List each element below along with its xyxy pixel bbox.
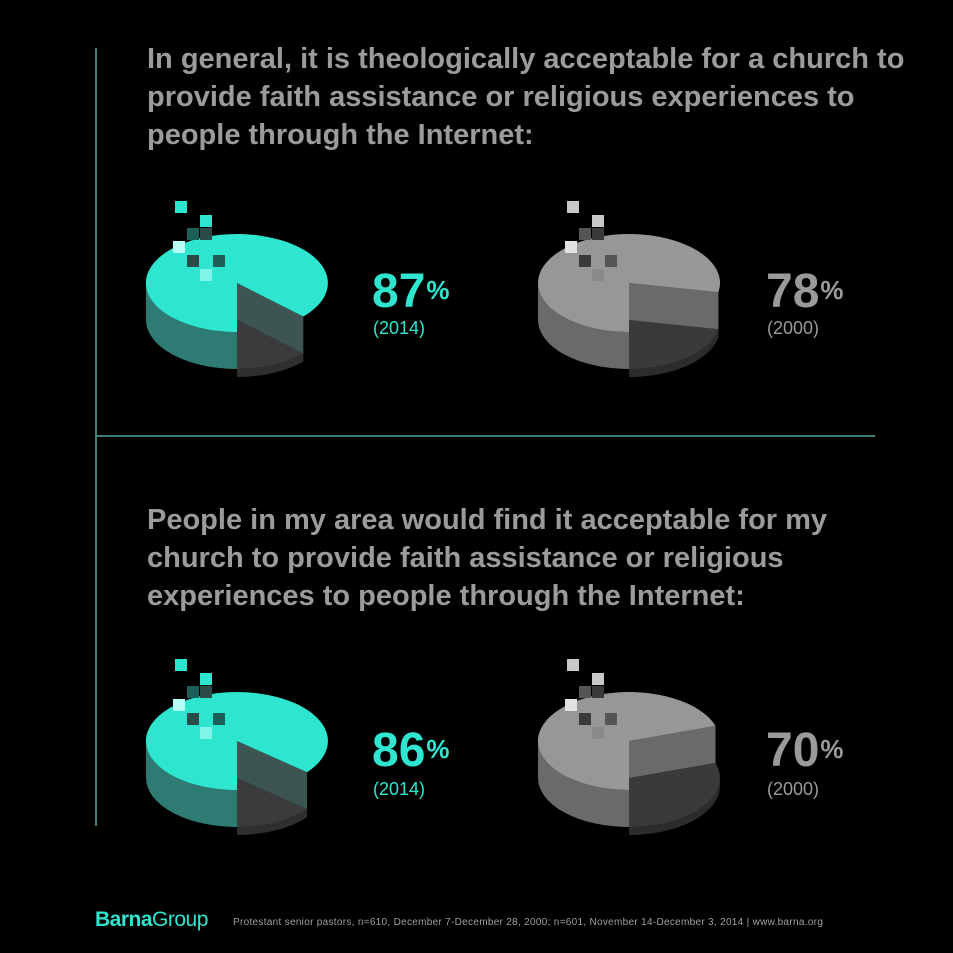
pixel-square <box>579 686 591 698</box>
pixel-square <box>213 255 225 267</box>
pixel-decoration <box>565 201 617 281</box>
pixel-square <box>592 686 604 698</box>
year-label-2: (2000) <box>767 318 820 338</box>
percent-value: 70 <box>766 724 820 777</box>
pie-chart-2014-area <box>145 659 328 835</box>
percent-value: 87 <box>372 265 426 318</box>
pie-cut-face <box>237 283 304 354</box>
pie-cut-face <box>237 741 308 810</box>
percent-sign: % <box>426 734 450 764</box>
year-label-3: (2014) <box>373 779 426 799</box>
pixel-square <box>213 713 225 725</box>
small-slice-side <box>237 353 304 377</box>
pie-chart-2014-theological <box>145 201 328 377</box>
pie-cut-face <box>629 725 716 778</box>
percent-sign: % <box>426 275 450 305</box>
pixel-square <box>200 228 212 240</box>
pixel-square <box>187 713 199 725</box>
percent-value: 78 <box>766 265 820 318</box>
pixel-square <box>579 255 591 267</box>
pixel-square <box>175 659 187 671</box>
pixel-decoration <box>173 659 225 739</box>
pixel-square <box>567 201 579 213</box>
pie-side-wall <box>538 741 629 827</box>
question-1: In general, it is theologically acceptab… <box>147 43 905 151</box>
pixel-decoration <box>173 201 225 281</box>
percent-label-3: 86% <box>372 727 450 775</box>
pixel-square <box>605 255 617 267</box>
vertical-divider <box>95 48 97 826</box>
small-slice <box>629 762 720 827</box>
pixel-square <box>579 713 591 725</box>
pixel-square <box>200 727 212 739</box>
pixel-square <box>579 228 591 240</box>
pixel-square <box>200 673 212 685</box>
pie-3d-body <box>538 233 721 377</box>
small-slice <box>629 320 719 369</box>
pixel-square <box>592 673 604 685</box>
small-slice <box>237 778 308 827</box>
pixel-decoration <box>565 659 617 739</box>
percent-label-4: 70% <box>766 727 844 775</box>
pixel-square <box>200 686 212 698</box>
pixel-square <box>187 228 199 240</box>
question-2: People in my area would find it acceptab… <box>147 504 828 612</box>
pixel-square <box>565 699 577 711</box>
percent-label-1: 87% <box>372 268 450 316</box>
pixel-square <box>187 686 199 698</box>
source-note: Protestant senior pastors, n=610, Decemb… <box>233 917 824 928</box>
pixel-square <box>592 215 604 227</box>
pixel-square <box>592 228 604 240</box>
pie-chart-2000-area <box>537 659 720 835</box>
pie-side-wall <box>146 741 237 827</box>
small-slice-side <box>629 778 720 835</box>
percent-sign: % <box>820 734 844 764</box>
percent-value: 86 <box>372 724 426 777</box>
percent-sign: % <box>820 275 844 305</box>
pixel-square <box>565 241 577 253</box>
pie-3d-body <box>145 692 328 835</box>
pixel-square <box>187 255 199 267</box>
year-label-1: (2014) <box>373 318 426 338</box>
small-slice <box>237 320 304 369</box>
small-slice-side <box>237 809 308 835</box>
pie-side-wall <box>538 283 629 369</box>
small-slice-side <box>629 329 719 377</box>
pie-side-wall <box>146 283 237 369</box>
pie-chart-2000-theological <box>538 201 721 377</box>
year-label-4: (2000) <box>767 779 820 799</box>
pixel-square <box>175 201 187 213</box>
pie-3d-body <box>537 691 720 835</box>
pixel-square <box>200 269 212 281</box>
pixel-square <box>173 699 185 711</box>
pie-3d-body <box>145 234 328 377</box>
pixel-square <box>200 215 212 227</box>
horizontal-divider <box>95 435 875 437</box>
pixel-square <box>173 241 185 253</box>
pixel-square <box>605 713 617 725</box>
pie-cut-face <box>629 283 719 330</box>
pixel-square <box>592 727 604 739</box>
pixel-square <box>567 659 579 671</box>
percent-label-2: 78% <box>766 268 844 316</box>
pixel-square <box>592 269 604 281</box>
barna-group-logo: BarnaGroup <box>95 908 208 931</box>
